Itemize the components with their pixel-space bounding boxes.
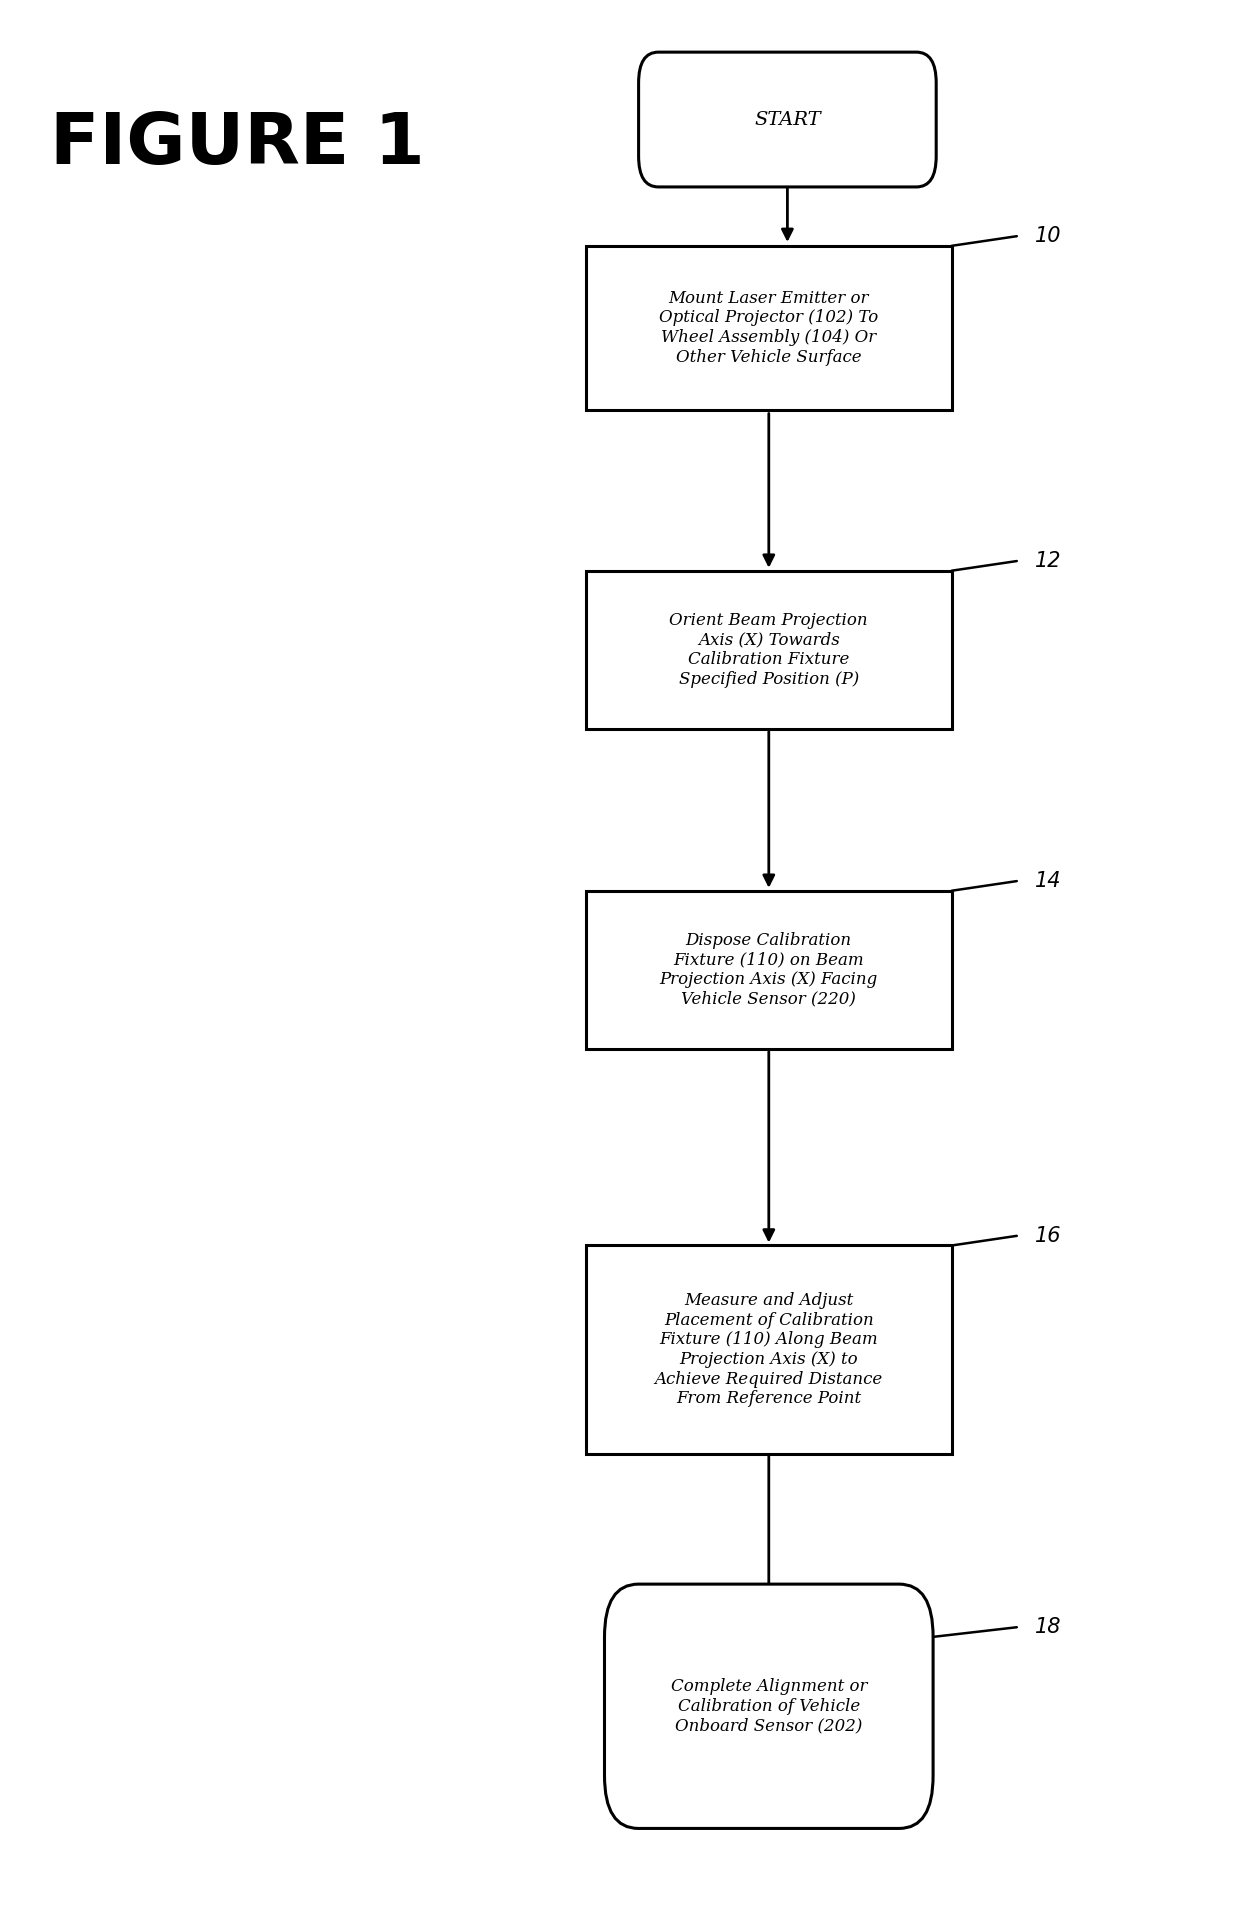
- Text: FIGURE 1: FIGURE 1: [50, 110, 424, 179]
- Text: Dispose Calibration
Fixture (110) on Beam
Projection Axis (X) Facing
Vehicle Sen: Dispose Calibration Fixture (110) on Bea…: [660, 931, 878, 1008]
- Text: 18: 18: [1035, 1618, 1061, 1637]
- Text: 16: 16: [1035, 1226, 1061, 1245]
- Text: Complete Alignment or
Calibration of Vehicle
Onboard Sensor (202): Complete Alignment or Calibration of Veh…: [671, 1677, 867, 1735]
- Bar: [587, 247, 952, 411]
- FancyBboxPatch shape: [639, 52, 936, 187]
- Bar: [587, 571, 952, 729]
- Text: Orient Beam Projection
Axis (X) Towards
Calibration Fixture
Specified Position (: Orient Beam Projection Axis (X) Towards …: [670, 611, 868, 688]
- FancyBboxPatch shape: [605, 1585, 932, 1828]
- Text: Mount Laser Emitter or
Optical Projector (102) To
Wheel Assembly (104) Or
Other : Mount Laser Emitter or Optical Projector…: [660, 289, 878, 366]
- Text: Measure and Adjust
Placement of Calibration
Fixture (110) Along Beam
Projection : Measure and Adjust Placement of Calibrat…: [655, 1292, 883, 1407]
- Text: START: START: [754, 110, 821, 129]
- Bar: [587, 1245, 952, 1454]
- Bar: [587, 891, 952, 1049]
- Text: 10: 10: [1035, 226, 1061, 247]
- Text: 14: 14: [1035, 871, 1061, 891]
- Text: 12: 12: [1035, 551, 1061, 571]
